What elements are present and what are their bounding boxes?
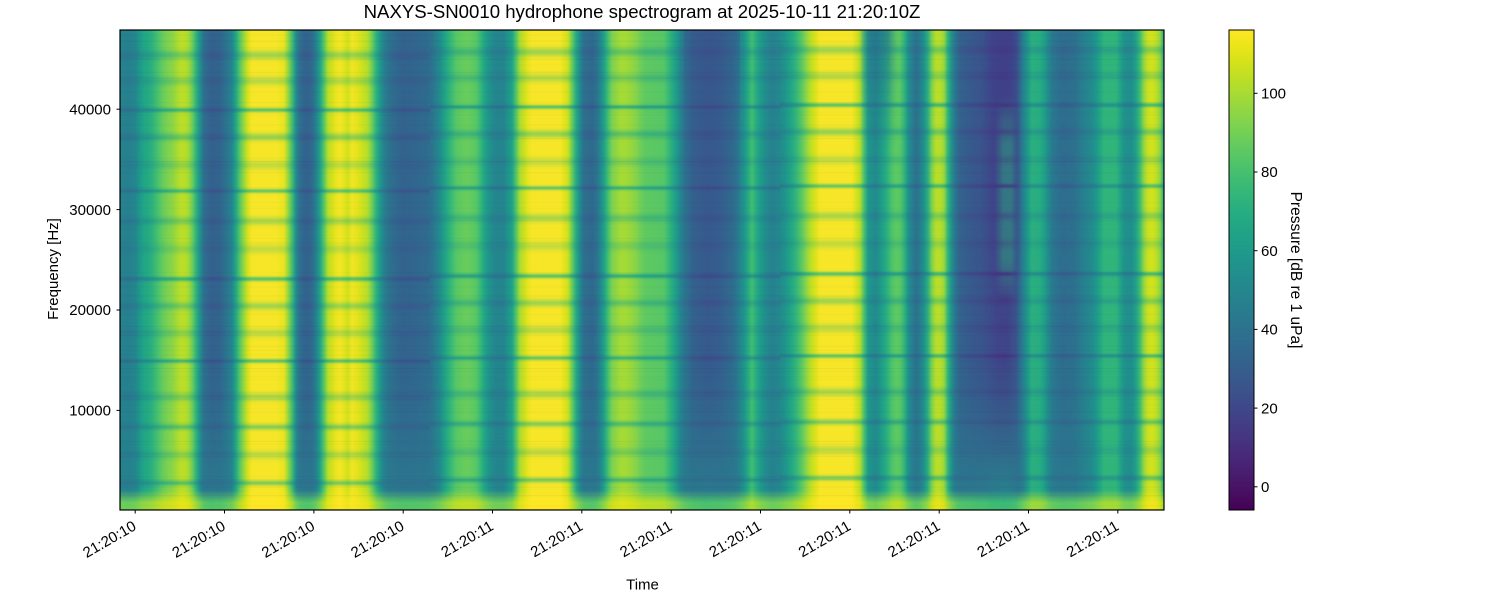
svg-text:Pressure [dB re 1 uPa]: Pressure [dB re 1 uPa] [1287, 192, 1304, 349]
svg-text:40000: 40000 [69, 101, 111, 118]
svg-text:20000: 20000 [69, 302, 111, 319]
svg-text:0: 0 [1261, 479, 1269, 496]
svg-text:Frequency [Hz]: Frequency [Hz] [45, 218, 62, 320]
svg-text:10000: 10000 [69, 403, 111, 420]
svg-text:30000: 30000 [69, 202, 111, 219]
svg-text:NAXYS-SN0010 hydrophone spectr: NAXYS-SN0010 hydrophone spectrogram at 2… [364, 1, 921, 22]
svg-text:80: 80 [1261, 164, 1278, 181]
svg-text:20: 20 [1261, 400, 1278, 417]
svg-text:40: 40 [1261, 322, 1278, 339]
svg-text:60: 60 [1261, 243, 1278, 260]
svg-text:100: 100 [1261, 86, 1286, 103]
svg-text:Time: Time [626, 577, 659, 594]
